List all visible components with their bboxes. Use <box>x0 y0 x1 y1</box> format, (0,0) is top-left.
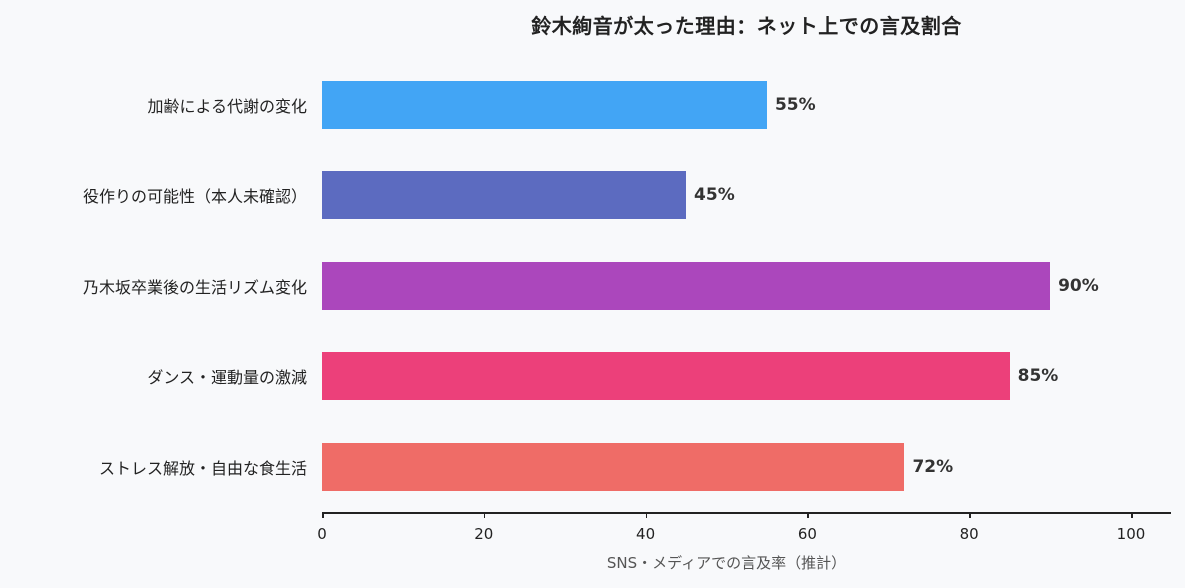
value-label: 55% <box>774 95 816 115</box>
x-tick-label: 100 <box>1116 525 1146 543</box>
x-tick <box>483 512 486 518</box>
category-label: 乃木坂卒業後の生活リズム変化 <box>82 278 307 297</box>
x-axis-label: SNS・メディアでの言及率（推計） <box>606 554 847 572</box>
category-label: 役作りの可能性（本人未確認） <box>82 187 307 206</box>
chart-title: 鈴木絢音が太った理由：ネット上での言及割合 <box>531 14 962 38</box>
bar <box>322 171 687 219</box>
x-tick <box>1131 512 1133 518</box>
value-label: 45% <box>694 185 735 205</box>
x-tick-label: 40 <box>636 525 656 543</box>
value-label: 90% <box>1058 276 1099 296</box>
bar <box>322 443 905 491</box>
bar <box>322 262 1051 310</box>
bar <box>322 352 1010 400</box>
category-label: ストレス解放・自由な食生活 <box>98 459 307 478</box>
x-tick <box>969 512 971 518</box>
category-label: 加齢による代謝の変化 <box>147 97 307 116</box>
x-tick <box>807 512 809 518</box>
category-label: ダンス・運動量の激減 <box>147 368 307 387</box>
value-label: 85% <box>1017 366 1059 386</box>
x-tick-label: 20 <box>474 525 494 543</box>
value-label: 72% <box>912 457 954 477</box>
x-tick-label: 0 <box>317 525 327 543</box>
x-axis-line <box>322 512 1171 514</box>
x-tick-label: 80 <box>959 525 979 543</box>
x-tick-label: 60 <box>797 525 817 543</box>
x-tick <box>645 512 648 518</box>
bar <box>322 81 767 129</box>
x-tick <box>322 512 324 518</box>
